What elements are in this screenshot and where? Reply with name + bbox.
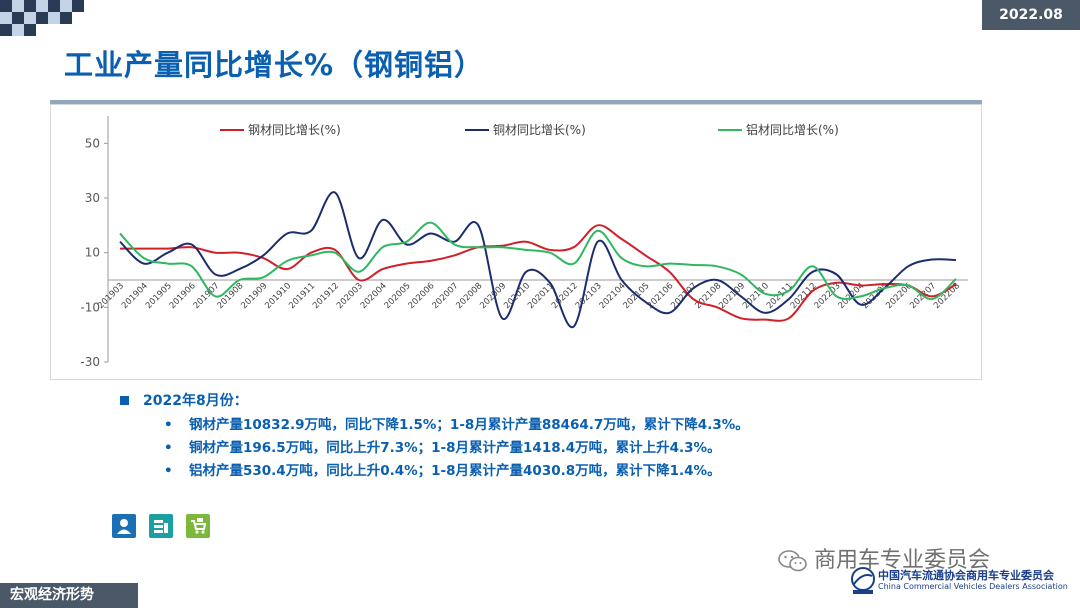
section-label: 宏观经济形势 bbox=[0, 583, 138, 608]
y-tick-label: -10 bbox=[80, 300, 100, 314]
note-item: • 钢材产量10832.9万吨，同比下降1.5%；1-8月累计产量88464.7万… bbox=[120, 414, 980, 437]
note-text: 铝材产量530.4万吨，同比上升0.4%；1-8月累计产量4030.8万吨，累计… bbox=[189, 463, 721, 479]
data-icon[interactable] bbox=[149, 514, 174, 538]
cvda-logo-icon bbox=[851, 567, 875, 594]
series-line-1 bbox=[119, 191, 957, 329]
bullet-dot: • bbox=[164, 463, 173, 479]
wechat-icon bbox=[778, 550, 807, 572]
bullet-dot: • bbox=[164, 440, 173, 456]
association-name: 中国汽车流通协会商用车专业委员会 China Commercial Vehicl… bbox=[878, 569, 1068, 592]
square-bullet-icon bbox=[120, 395, 129, 405]
notes-heading: 2022年8月份： bbox=[120, 388, 980, 414]
note-item: • 铜材产量196.5万吨，同比上升7.3%；1-8月累计产量1418.4万吨，累… bbox=[120, 437, 980, 460]
icon-row bbox=[112, 514, 218, 538]
association-cn: 中国汽车流通协会商用车专业委员会 bbox=[878, 569, 1054, 582]
series-line-2 bbox=[119, 221, 957, 301]
chart-canvas: -30-101030502019032019042019052019062019… bbox=[50, 104, 982, 380]
person-icon[interactable] bbox=[112, 514, 136, 538]
notes-block: 2022年8月份： • 钢材产量10832.9万吨，同比下降1.5%；1-8月累计… bbox=[120, 388, 980, 483]
date-badge: 2022.08 bbox=[982, 0, 1080, 30]
note-item: • 铝材产量530.4万吨，同比上升0.4%；1-8月累计产量4030.8万吨，累… bbox=[120, 460, 980, 483]
y-tick-label: -30 bbox=[80, 355, 100, 369]
legend-label: 钢材同比增长(%) bbox=[248, 123, 341, 137]
wechat-account: 商用车专业委员会 bbox=[778, 542, 990, 574]
legend-label: 铝材同比增长(%) bbox=[746, 122, 839, 137]
note-text: 铜材产量196.5万吨，同比上升7.3%；1-8月累计产量1418.4万吨，累计… bbox=[189, 440, 721, 456]
corner-checker-decoration bbox=[0, 0, 84, 36]
cart-icon[interactable] bbox=[186, 514, 211, 538]
note-text: 钢材产量10832.9万吨，同比下降1.5%；1-8月累计产量88464.7万吨… bbox=[189, 417, 749, 433]
bullet-dot: • bbox=[164, 417, 173, 433]
title-underline bbox=[50, 100, 982, 104]
association-en: China Commercial Vehicles Dealers Associ… bbox=[878, 582, 1068, 591]
legend-label: 铜材同比增长(%) bbox=[493, 122, 586, 137]
page-title: 工业产量同比增长%（钢铜铝） bbox=[64, 48, 485, 82]
wechat-name: 商用车专业委员会 bbox=[814, 548, 991, 573]
line-chart: -30 -10 10 30 50 201903 201904 201905 201906 2019… bbox=[50, 104, 982, 380]
y-tick-label: 10 bbox=[85, 246, 100, 260]
y-tick-label: 50 bbox=[85, 136, 100, 150]
notes-heading-text: 2022年8月份： bbox=[143, 393, 248, 409]
y-tick-label: 30 bbox=[85, 191, 100, 205]
